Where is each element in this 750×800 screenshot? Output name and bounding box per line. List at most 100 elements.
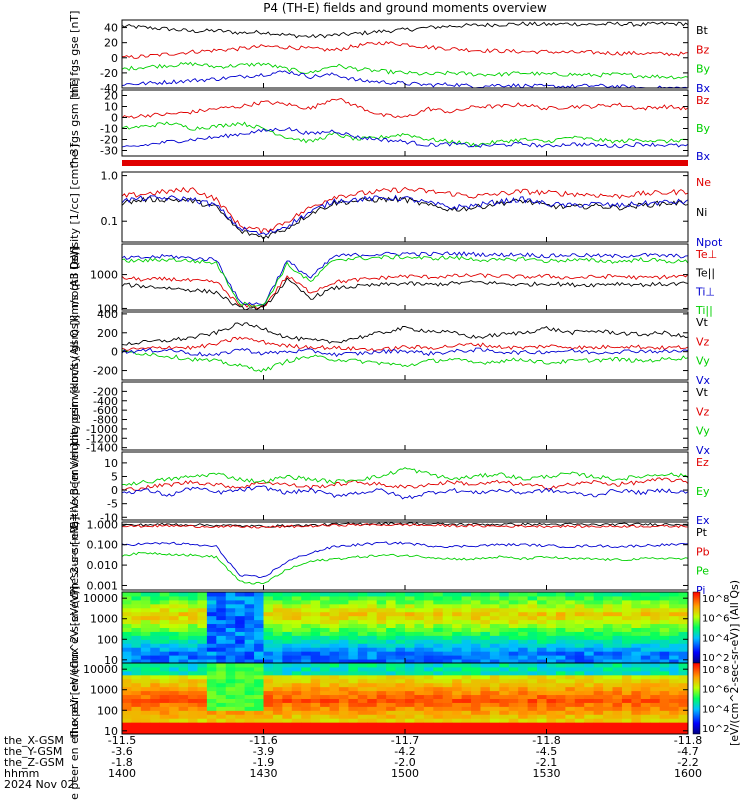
heatmap-cell (263, 619, 274, 625)
heatmap-cell (537, 690, 547, 696)
heatmap-cell (471, 726, 481, 731)
heatmap-cell (603, 666, 614, 672)
heatmap-cell (386, 651, 397, 656)
heatmap-cell (414, 631, 425, 636)
footer-value: 1600 (674, 767, 702, 780)
series-line (121, 251, 689, 306)
heatmap-cell (188, 623, 198, 628)
heatmap-cell (574, 655, 585, 660)
heatmap-cell (348, 702, 359, 707)
y-tick-label: 10000 (83, 663, 118, 676)
heatmap-cell (546, 710, 557, 715)
heatmap-cell (574, 627, 585, 632)
heatmap-cell (282, 678, 293, 684)
heatmap-cell (452, 702, 463, 707)
heatmap-cell (122, 702, 132, 707)
heatmap-cell (537, 710, 547, 715)
heatmap-cell (225, 599, 236, 605)
heatmap-cell (310, 710, 321, 715)
heatmap-cell (197, 635, 208, 640)
legend-entry: Ey (696, 485, 710, 498)
heatmap-cell (612, 706, 623, 711)
heatmap-cell (414, 690, 425, 696)
heatmap-cell (348, 726, 359, 731)
heatmap-cell (206, 726, 217, 731)
heatmap-cell (169, 647, 180, 652)
heatmap-cell (178, 678, 189, 684)
heatmap-cell (291, 607, 302, 613)
heatmap-cell (357, 595, 368, 601)
heatmap-cell (282, 670, 293, 676)
heatmap-cell (593, 706, 604, 711)
series-line (121, 477, 689, 491)
heatmap-cell (471, 595, 481, 601)
heatmap-cell (480, 592, 491, 597)
heatmap-cell (272, 639, 283, 644)
heatmap-cell (310, 722, 321, 727)
colorbar: 10^810^610^410^210^810^610^410^2[eV/(cm^… (692, 580, 741, 746)
heatmap-cell (650, 659, 661, 664)
heatmap-cell (197, 710, 208, 715)
heatmap-cell (263, 674, 274, 680)
heatmap-cell (122, 603, 132, 609)
heatmap-cell (612, 603, 623, 609)
heatmap-cell (584, 694, 595, 699)
heatmap-cell (593, 718, 604, 723)
heatmap-cell (225, 603, 236, 609)
heatmap-cell (244, 659, 255, 664)
heatmap-cell (461, 702, 472, 707)
heatmap-cell (574, 595, 585, 601)
heatmap-cell (291, 655, 302, 660)
heatmap-cell (584, 623, 595, 628)
heatmap-cell (669, 706, 680, 711)
heatmap-cell (376, 655, 387, 660)
heatmap-cell (206, 722, 217, 727)
heatmap-cell (414, 603, 425, 609)
heatmap-cell (565, 726, 576, 731)
heatmap-cell (527, 714, 538, 719)
y-axis-label: moqt3 [eV] (68, 246, 81, 308)
heatmap-cell (291, 714, 302, 719)
heatmap-cell (206, 595, 217, 601)
heatmap-cell (188, 639, 198, 644)
heatmap-cell (461, 686, 472, 692)
heatmap-cell (565, 611, 576, 617)
heatmap-cell (423, 659, 434, 664)
heatmap-cell (678, 619, 689, 625)
heatmap-cell (659, 666, 670, 672)
heatmap-cell (272, 623, 283, 628)
heatmap-cell (471, 599, 481, 605)
heatmap-cell (188, 710, 198, 715)
heatmap-cell (320, 595, 331, 601)
heatmap-cell (159, 674, 170, 680)
heatmap-cell (225, 730, 236, 735)
legend-entry: Vx (696, 444, 711, 457)
heatmap-cell (386, 674, 397, 680)
heatmap-cell (555, 611, 566, 617)
heatmap-cell (122, 651, 132, 656)
heatmap-cell (433, 635, 444, 640)
heatmap-cell (499, 659, 510, 664)
heatmap-cell (621, 674, 632, 680)
heatmap-cell (376, 631, 387, 636)
heatmap-cell (584, 714, 595, 719)
heatmap-cell (527, 682, 538, 688)
heatmap-cell (178, 655, 189, 660)
heatmap-cell (159, 655, 170, 660)
heatmap-cell (518, 643, 529, 648)
heatmap-cell (471, 706, 481, 711)
heatmap-cell (386, 726, 397, 731)
heatmap-cell (282, 694, 293, 699)
heatmap-cell (188, 730, 198, 735)
heatmap-cell (131, 627, 142, 632)
heatmap-cell (216, 710, 227, 715)
heatmap-cell (122, 643, 132, 648)
figure-title: P4 (TH-E) fields and ground moments over… (263, 1, 547, 15)
heatmap-cell (206, 627, 217, 632)
heatmap-cell (461, 611, 472, 617)
heatmap-cell (150, 659, 161, 664)
heatmap-cell (301, 710, 312, 715)
heatmap-cell (376, 686, 387, 692)
heatmap-cell (574, 722, 585, 727)
heatmap-cell (140, 627, 151, 632)
